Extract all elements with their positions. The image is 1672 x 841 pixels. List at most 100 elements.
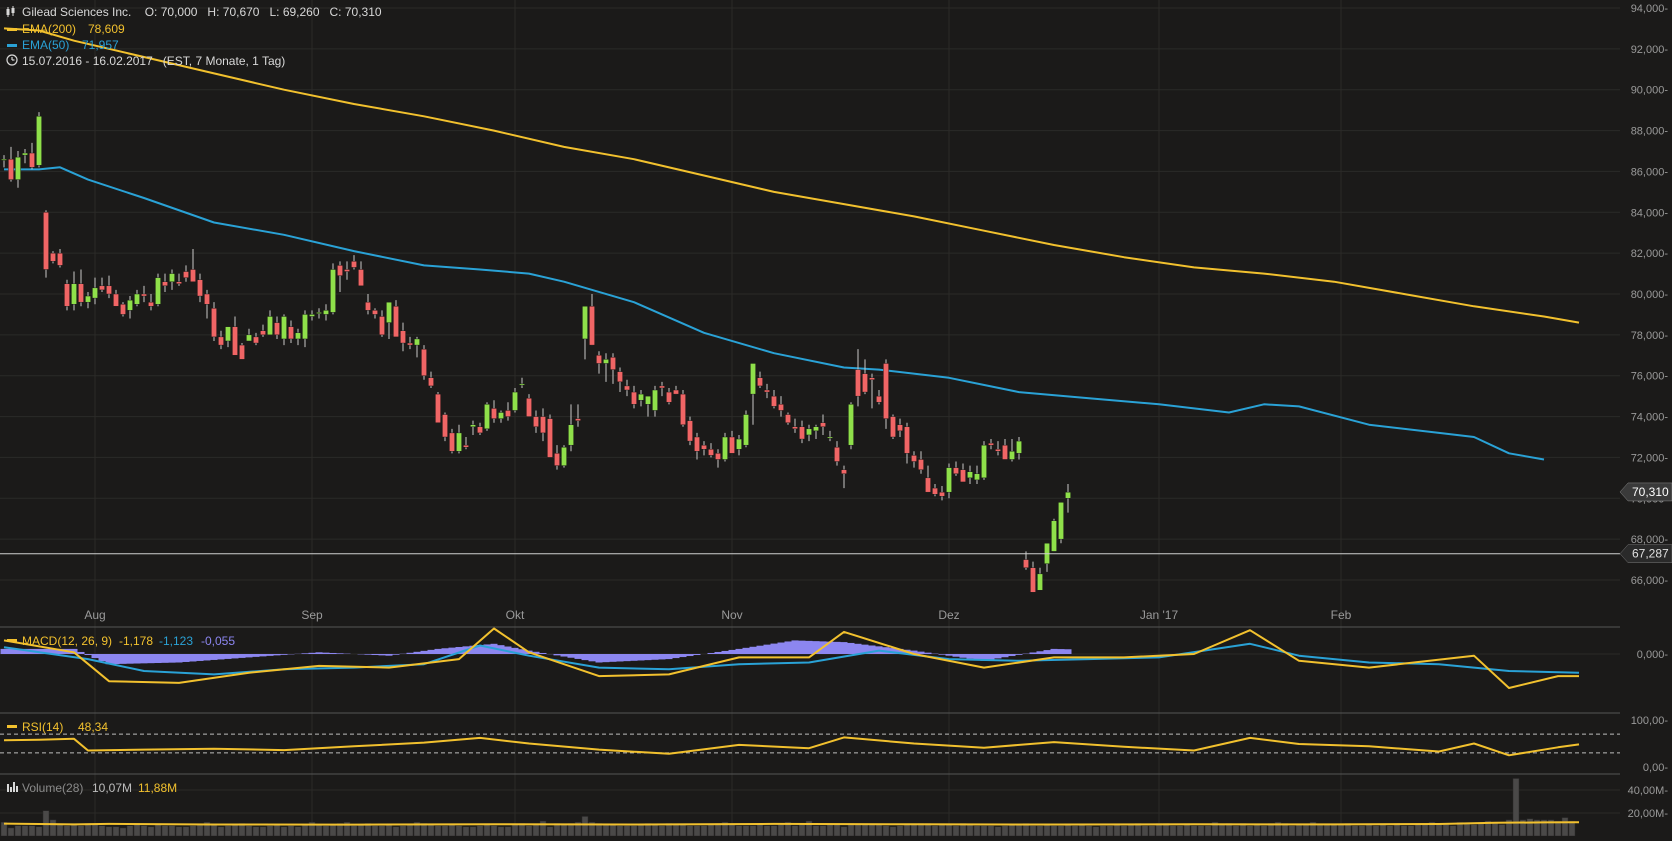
macd-histogram-bar [162, 654, 169, 663]
candle-down [729, 437, 734, 453]
macd-histogram-bar [92, 654, 99, 658]
macd-histogram-bar [596, 654, 603, 663]
volume-bar [1149, 826, 1155, 836]
candle-down [43, 212, 48, 269]
volume-bar [680, 825, 686, 837]
macd-histogram-bar [806, 641, 813, 654]
volume-bar [1331, 825, 1337, 837]
macd-histogram-bar [442, 648, 449, 654]
volume-bar [771, 826, 777, 836]
macd-value-2: -1,123 [159, 634, 193, 648]
volume-bar [1499, 825, 1505, 837]
volume-bar [939, 825, 945, 837]
candle-down [176, 282, 181, 284]
volume-bar [428, 825, 434, 837]
macd-value-1: -1,178 [119, 634, 153, 648]
macd-histogram-bar [925, 653, 932, 654]
rsi-tick-label: 0,00- [1643, 762, 1668, 774]
macd-histogram-bar [302, 653, 309, 654]
volume-bar [610, 825, 616, 837]
candle-up [568, 425, 573, 445]
macd-histogram-bar [141, 654, 148, 663]
macd-histogram-bar [407, 653, 414, 654]
candle-down [673, 390, 678, 394]
volume-bar [638, 825, 644, 837]
volume-bar [1051, 826, 1057, 836]
volume-bar [302, 825, 308, 837]
macd-histogram-bar [1, 649, 8, 654]
candle-down [204, 294, 209, 304]
volume-bar [477, 826, 483, 836]
volume-value-2: 11,88M [138, 781, 177, 795]
x-tick-label: Nov [721, 608, 742, 622]
candle-down [407, 343, 412, 345]
volume-bar [197, 825, 203, 837]
macd-histogram-bar [841, 642, 848, 654]
candle-up [827, 437, 832, 438]
volume-bar [946, 825, 952, 837]
candle-up [981, 445, 986, 478]
volume-bar [64, 826, 70, 836]
candle-down [351, 261, 356, 267]
volume-bar [708, 825, 714, 837]
candle-down [344, 269, 349, 271]
macd-histogram-bar [155, 654, 162, 663]
volume-bar [176, 827, 182, 836]
volume-bar [547, 827, 553, 836]
candle-down [442, 415, 447, 437]
macd-histogram-bar [1030, 652, 1037, 654]
candle-up [22, 153, 27, 155]
macd-histogram-bar [687, 654, 694, 656]
macd-histogram-bar [771, 644, 778, 654]
macd-histogram-bar [785, 641, 792, 654]
volume-bar [540, 821, 546, 836]
volume-bar [36, 827, 42, 836]
candle-down [197, 280, 202, 296]
candle-down [428, 378, 433, 386]
volume-value-1: 10,07M [92, 781, 132, 795]
macd-histogram-bar [1002, 654, 1009, 657]
macd-histogram-bar [848, 643, 855, 654]
macd-histogram-bar [393, 654, 400, 655]
candle-up [1058, 502, 1063, 539]
candle-down [862, 374, 867, 392]
macd-histogram-bar [799, 641, 806, 654]
volume-bar [848, 823, 854, 836]
candle-down [141, 294, 146, 296]
macd-histogram-bar [246, 654, 253, 657]
volume-bar [50, 820, 56, 836]
candle-down [99, 286, 104, 290]
candle-up [246, 335, 251, 341]
candle-down [771, 396, 776, 406]
candle-down [708, 449, 713, 455]
macd-histogram-bar [218, 654, 225, 659]
volume-bar [1527, 819, 1533, 836]
volume-bar [288, 826, 294, 836]
macd-histogram-bar [967, 654, 974, 659]
volume-bar [1562, 818, 1568, 836]
ohlc-legend: Gilead Sciences Inc. O: 70,000 H: 70,670… [22, 5, 382, 19]
reference-price-tag: 67,287 [1620, 545, 1672, 563]
volume-bar [71, 825, 77, 837]
volume-bar [183, 827, 189, 836]
volume-bar [274, 825, 280, 837]
volume-bar [1107, 826, 1113, 836]
macd-histogram-bar [183, 654, 190, 662]
macd-value-3: -0,055 [201, 634, 235, 648]
volume-bar [1191, 826, 1197, 836]
macd-histogram-bar [316, 652, 323, 654]
volume-bar [533, 825, 539, 837]
macd-histogram-bar [855, 644, 862, 654]
macd-histogram-bar [1044, 650, 1051, 654]
volume-bar [1170, 826, 1176, 836]
candle-up [743, 415, 748, 446]
volume-bar [15, 826, 21, 836]
volume-bar [253, 827, 259, 836]
volume-bar [1058, 826, 1064, 836]
volume-bar [1079, 825, 1085, 837]
volume-bar [92, 825, 98, 837]
candle-down [960, 470, 965, 482]
y-tick-label: 78,000- [1631, 330, 1669, 342]
candle-up [967, 472, 972, 478]
volume-bar [1303, 825, 1309, 837]
